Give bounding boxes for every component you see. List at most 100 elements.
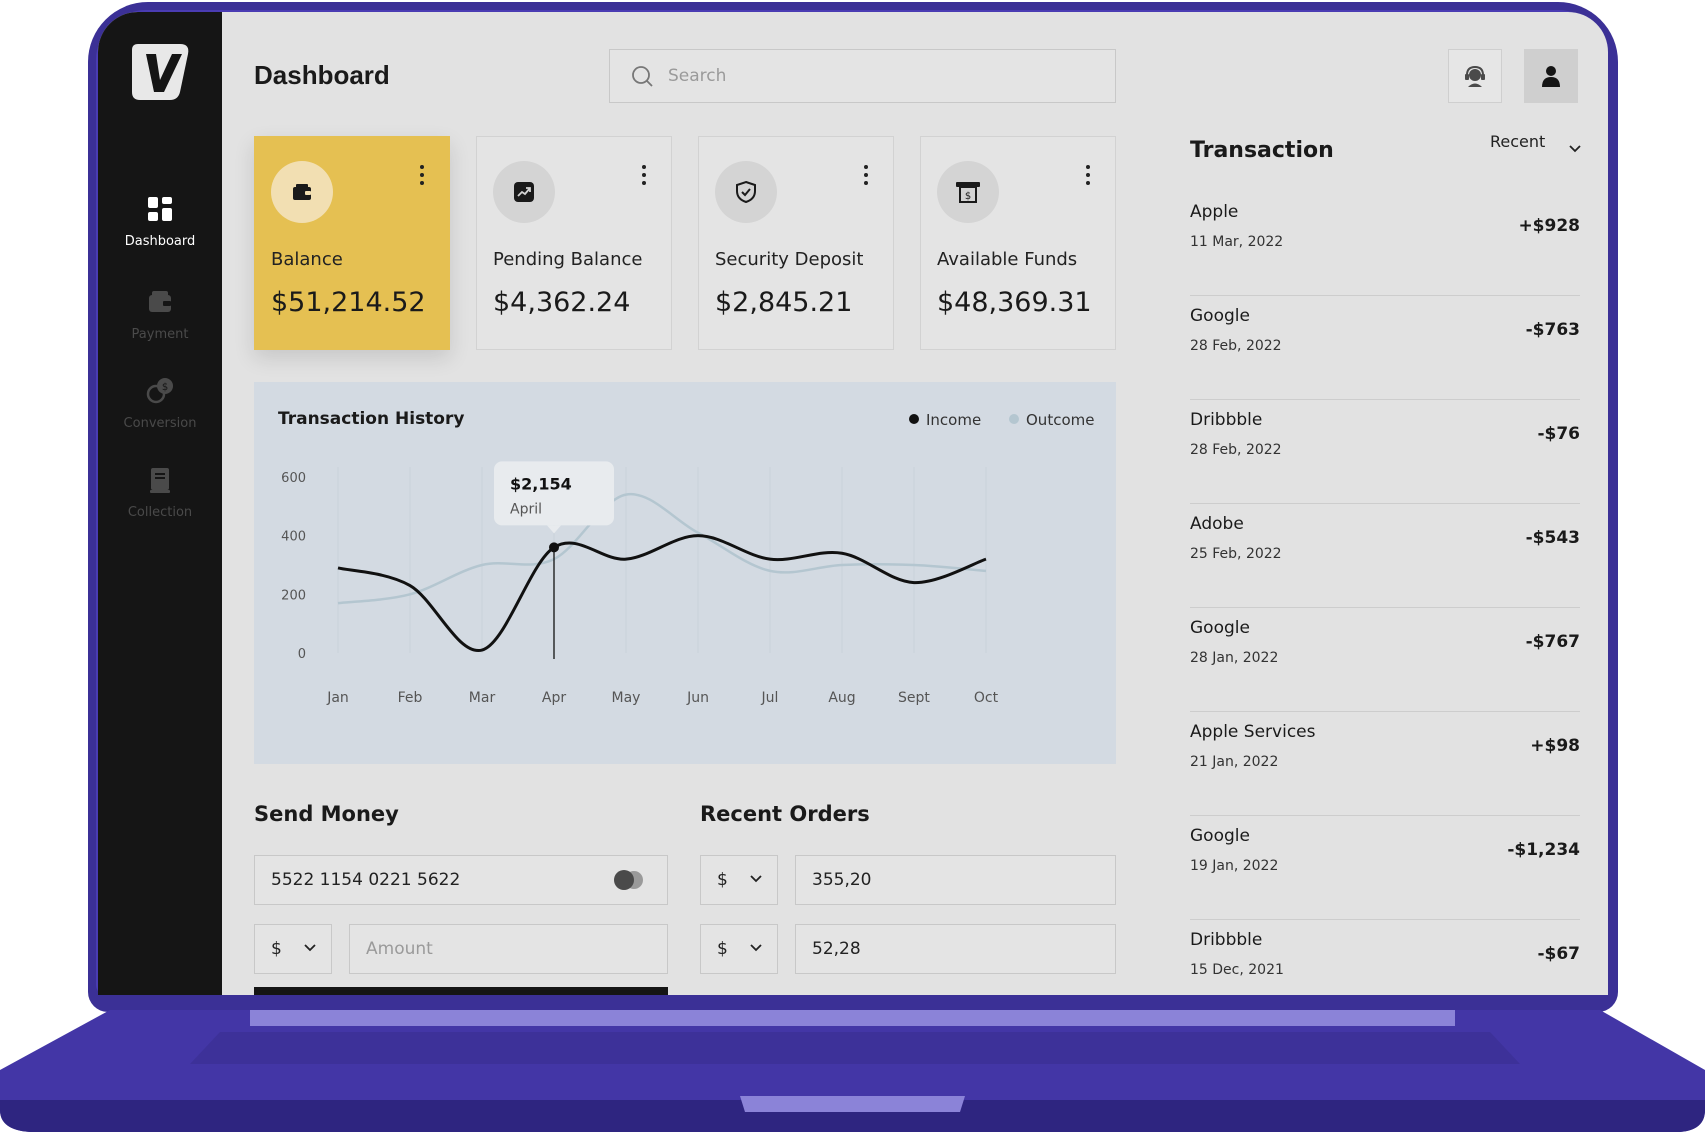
tx-name: Apple — [1190, 202, 1239, 222]
card-icon-wrap: $ — [937, 161, 999, 223]
sidebar-item-label: Collection — [127, 505, 193, 520]
pending-balance-card[interactable]: Pending Balance $4,362.24 — [476, 136, 672, 350]
recent-orders-title: Recent Orders — [700, 802, 870, 826]
shield-icon — [736, 180, 756, 204]
more-vertical-icon[interactable] — [417, 163, 427, 187]
tx-name: Google — [1190, 618, 1250, 638]
more-vertical-icon[interactable] — [639, 163, 649, 187]
card-number-field[interactable]: 5522 1154 0221 5622 — [254, 855, 668, 905]
x-axis-ticks: Jan Feb Mar Apr May Jun Jul Aug Sept Oct — [326, 690, 998, 706]
order-currency-select[interactable]: $ — [700, 924, 778, 974]
sidebar-item-collection[interactable]: Collection — [98, 465, 222, 521]
transactions-filter-dropdown[interactable]: Recent — [1490, 132, 1581, 153]
chevron-down-icon — [750, 875, 762, 883]
transaction-row[interactable]: Google 28 Feb, 2022 -$763 — [1190, 296, 1580, 400]
x-tick-label: Aug — [828, 690, 855, 706]
tx-name: Google — [1190, 826, 1250, 846]
chart-series — [337, 493, 987, 652]
card-value: $4,362.24 — [493, 287, 631, 318]
transaction-row[interactable]: Apple 11 Mar, 2022 +$928 — [1190, 192, 1580, 296]
search-input[interactable] — [668, 66, 1068, 86]
tx-date: 28 Jan, 2022 — [1190, 650, 1279, 666]
transaction-row[interactable]: Adobe 25 Feb, 2022 -$543 — [1190, 504, 1580, 608]
page-title: Dashboard — [254, 60, 390, 90]
transaction-row[interactable]: Apple Services 21 Jan, 2022 +$98 — [1190, 712, 1580, 816]
tx-name: Apple Services — [1190, 722, 1316, 742]
sidebar-item-label: Conversion — [123, 416, 197, 431]
amount-placeholder: Amount — [366, 939, 433, 959]
available-funds-card[interactable]: $ Available Funds $48,369.31 — [920, 136, 1116, 350]
transaction-row[interactable]: Dribbble 28 Feb, 2022 -$76 — [1190, 400, 1580, 504]
x-tick-label: Sept — [898, 690, 930, 706]
tooltip-label: April — [510, 501, 542, 517]
chevron-down-icon — [304, 944, 316, 952]
legend-outcome-label[interactable]: Outcome — [1026, 411, 1094, 429]
chevron-down-icon — [750, 944, 762, 952]
sidebar-item-payment[interactable]: Payment — [98, 287, 222, 343]
transaction-row[interactable]: Dribbble 15 Dec, 2021 -$67 — [1190, 920, 1580, 995]
tx-date: 15 Dec, 2021 — [1190, 962, 1284, 978]
sidebar-item-dashboard[interactable]: Dashboard — [98, 194, 222, 250]
series-line-outcome[interactable] — [337, 493, 987, 605]
tx-date: 19 Jan, 2022 — [1190, 858, 1279, 874]
chart-title: Transaction History — [278, 409, 464, 429]
x-tick-label: Oct — [974, 690, 999, 706]
card-label: Available Funds — [937, 249, 1078, 270]
x-tick-label: Jun — [686, 690, 709, 706]
card-label: Security Deposit — [715, 249, 864, 270]
amount-field[interactable]: Amount — [349, 924, 668, 974]
tx-amount: -$543 — [1525, 528, 1580, 548]
tx-amount: -$1,234 — [1507, 840, 1580, 860]
sidebar-item-label: Dashboard — [124, 234, 196, 249]
tx-name: Google — [1190, 306, 1250, 326]
more-vertical-icon[interactable] — [861, 163, 871, 187]
brand-logo-icon[interactable] — [128, 40, 192, 104]
search-icon — [632, 66, 653, 87]
chart-grid — [337, 467, 987, 653]
tx-amount: -$767 — [1525, 632, 1580, 652]
x-tick-label: Jul — [761, 690, 779, 706]
more-vertical-icon[interactable] — [1083, 163, 1093, 187]
balance-card[interactable]: Balance $51,214.52 — [254, 136, 450, 350]
user-icon — [1542, 66, 1560, 87]
wallet-icon — [149, 291, 171, 312]
atm-icon: $ — [956, 182, 980, 203]
order-value: 355,20 — [812, 870, 872, 890]
x-tick-label: Apr — [542, 690, 566, 706]
tooltip-value: $2,154 — [510, 474, 572, 493]
card-value: $2,845.21 — [715, 287, 853, 318]
series-line-income[interactable] — [337, 534, 987, 652]
order-value-field[interactable]: 52,28 — [795, 924, 1116, 974]
tx-name: Dribbble — [1190, 410, 1263, 430]
tooltip-point[interactable] — [549, 542, 559, 553]
tx-amount: -$763 — [1525, 320, 1580, 340]
security-deposit-card[interactable]: Security Deposit $2,845.21 — [698, 136, 894, 350]
tx-date: 25 Feb, 2022 — [1190, 546, 1282, 562]
card-label: Pending Balance — [493, 249, 643, 270]
card-toggle[interactable] — [613, 869, 645, 891]
profile-button[interactable] — [1524, 49, 1578, 103]
support-button[interactable] — [1448, 49, 1502, 103]
order-value-field[interactable]: 355,20 — [795, 855, 1116, 905]
sidebar-item-conversion[interactable]: $ Conversion — [98, 376, 222, 432]
legend-income-swatch — [909, 414, 919, 424]
transaction-row[interactable]: Google 19 Jan, 2022 -$1,234 — [1190, 816, 1580, 920]
laptop-base — [0, 1010, 1705, 1146]
card-number-value: 5522 1154 0221 5622 — [271, 870, 461, 890]
currency-select[interactable]: $ — [254, 924, 332, 974]
order-currency-select[interactable]: $ — [700, 855, 778, 905]
card-icon-wrap — [715, 161, 777, 223]
tx-date: 11 Mar, 2022 — [1190, 234, 1284, 250]
send-button[interactable] — [254, 987, 668, 995]
svg-text:$: $ — [965, 191, 971, 202]
search-bar[interactable] — [609, 49, 1116, 103]
legend-outcome-swatch — [1009, 414, 1019, 424]
legend-income-label[interactable]: Income — [926, 411, 981, 429]
transactions-title: Transaction — [1190, 138, 1334, 163]
transaction-row[interactable]: Google 28 Jan, 2022 -$767 — [1190, 608, 1580, 712]
tooltip-arrow — [547, 525, 561, 534]
tx-amount: +$98 — [1530, 736, 1580, 756]
card-label: Balance — [271, 249, 343, 270]
send-money-title: Send Money — [254, 802, 399, 826]
